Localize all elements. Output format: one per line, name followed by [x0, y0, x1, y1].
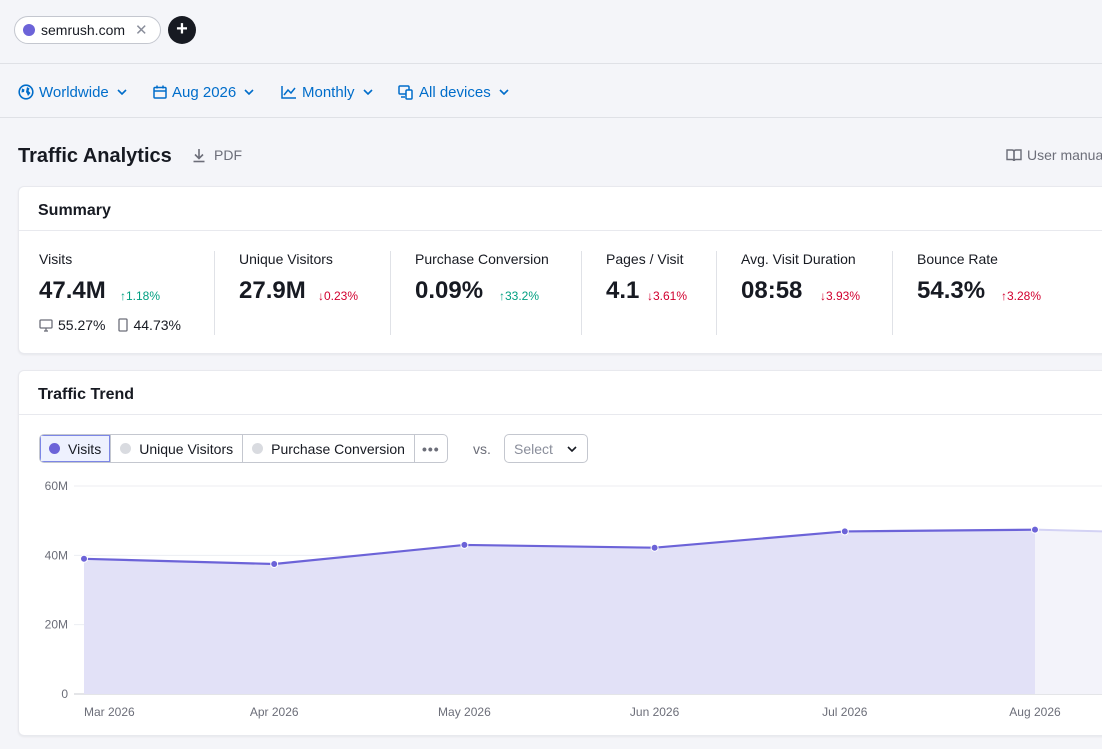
compare-select-label: Select	[514, 440, 553, 457]
mobile-share: 44.73%	[133, 317, 181, 333]
y-tick-label: 60M	[45, 479, 68, 493]
metric-label: Pages / Visit	[606, 251, 684, 267]
toggle-purchase-conversion[interactable]: Purchase Conversion	[243, 435, 415, 462]
data-point	[80, 554, 88, 563]
metric-delta: ↑33.2%	[499, 289, 540, 303]
data-point	[1031, 525, 1039, 534]
data-point	[840, 527, 849, 536]
user-manual-label: User manual	[1027, 147, 1102, 163]
series-line	[83, 528, 1036, 566]
page-title: Traffic Analytics	[18, 145, 172, 167]
y-tick-label: 0	[61, 687, 68, 701]
domain-color-dot	[23, 24, 35, 36]
close-icon[interactable]: ✕	[135, 21, 148, 39]
desktop-share: 55.27%	[58, 317, 106, 333]
metric-value: 54.3%	[917, 277, 986, 304]
y-tick-label: 40M	[45, 548, 68, 562]
metric-bounce-rate: Bounce Rate 54.3% ↑3.28%	[892, 251, 1092, 335]
summary-title: Summary	[19, 187, 1102, 231]
series-dot	[49, 443, 60, 454]
data-point	[270, 560, 279, 568]
projected-line	[1034, 528, 1102, 533]
x-tick-label: Jun 2026	[630, 705, 680, 719]
date-filter-label: Aug 2026	[172, 83, 237, 101]
data-point	[460, 540, 469, 549]
domain-chip[interactable]: semrush.com ✕	[14, 16, 161, 44]
metric-avg-visit-duration: Avg. Visit Duration 08:58 ↓3.93%	[716, 251, 892, 335]
devices-filter[interactable]: All devices	[398, 81, 509, 103]
pdf-export-button[interactable]: PDF	[192, 147, 242, 163]
date-filter[interactable]: Aug 2026	[153, 81, 254, 103]
metric-value: 0.09%	[415, 277, 484, 304]
metric-label: Visits	[39, 251, 73, 267]
x-tick-label: Jul 2026	[822, 705, 868, 719]
projected-area	[1035, 529, 1102, 694]
line-chart-icon	[281, 86, 296, 99]
globe-icon	[18, 84, 34, 100]
domain-chip-label: semrush.com	[41, 22, 126, 38]
x-tick-label: Aug 2026	[1009, 705, 1061, 719]
metric-delta: ↑3.28%	[1001, 289, 1042, 303]
chevron-down-icon	[362, 89, 373, 95]
metric-delta: ↓0.23%	[318, 289, 359, 303]
x-tick-label: Mar 2026	[84, 705, 135, 719]
metric-label: Unique Visitors	[239, 251, 333, 267]
chevron-down-icon	[244, 89, 254, 95]
metric-value: 08:58	[741, 277, 803, 304]
toggle-label: Unique Visitors	[139, 440, 234, 457]
user-manual-link[interactable]: User manual	[1006, 147, 1102, 163]
domain-bar: semrush.com ✕ +	[0, 0, 1102, 64]
metric-value: 4.1	[606, 277, 640, 304]
book-icon	[1006, 149, 1022, 162]
metric-label: Purchase Conversion	[415, 251, 549, 267]
traffic-trend-title: Traffic Trend	[19, 371, 1102, 415]
data-point	[650, 543, 659, 552]
add-domain-button[interactable]: +	[168, 16, 196, 44]
toggle-label: Purchase Conversion	[271, 440, 405, 457]
toggle-unique-visitors[interactable]: Unique Visitors	[111, 435, 244, 462]
y-tick-label: 20M	[45, 618, 68, 632]
more-metrics-button[interactable]: •••	[421, 440, 440, 457]
x-tick-label: May 2026	[438, 705, 491, 719]
chevron-down-icon	[567, 445, 577, 452]
metric-visits: Visits 47.4M ↑1.18% 55.27% 44.73%	[19, 251, 214, 335]
metric-purchase-conversion: Purchase Conversion 0.09% ↑33.2%	[390, 251, 581, 335]
region-filter[interactable]: Worldwide	[18, 81, 127, 103]
metric-label: Avg. Visit Duration	[741, 251, 856, 267]
metric-delta: ↑1.18%	[120, 289, 161, 303]
mobile-icon	[118, 318, 129, 332]
granularity-filter-label: Monthly	[302, 83, 355, 101]
summary-card: Summary Visits 47.4M ↑1.18% 55.27% 44.73…	[18, 186, 1102, 354]
traffic-trend-chart: 0 20M 40M 60M Mar 2026 Apr 2026 May 2026 Jun 20…	[45, 479, 1102, 719]
devices-icon	[398, 84, 413, 100]
metric-unique-visitors: Unique Visitors 27.9M ↓0.23%	[214, 251, 390, 335]
desktop-icon	[39, 318, 53, 332]
metric-value: 27.9M	[239, 277, 306, 304]
vs-label: vs.	[473, 441, 491, 457]
calendar-icon	[153, 85, 167, 99]
filter-bar: Worldwide Aug 2026 Monthly All devices	[0, 65, 1102, 118]
devices-filter-label: All devices	[419, 83, 491, 101]
metric-pages-per-visit: Pages / Visit 4.1 ↓3.61%	[581, 251, 716, 335]
series-dot	[252, 443, 264, 454]
toggle-label: Visits	[68, 440, 102, 457]
region-filter-label: Worldwide	[39, 83, 109, 101]
metric-toggle-group: Visits Unique Visitors Purchase Conversi…	[39, 434, 448, 463]
metric-label: Bounce Rate	[917, 251, 998, 267]
metric-delta: ↓3.61%	[647, 289, 688, 303]
series-dot	[120, 443, 132, 454]
download-icon	[193, 148, 205, 162]
chevron-down-icon	[499, 89, 509, 95]
toggle-visits[interactable]: Visits	[40, 435, 112, 462]
pdf-export-label: PDF	[214, 147, 242, 163]
x-tick-label: Apr 2026	[250, 705, 299, 719]
device-split: 55.27% 44.73%	[39, 317, 181, 333]
compare-select[interactable]: Select	[504, 434, 588, 463]
granularity-filter[interactable]: Monthly	[281, 81, 373, 103]
chevron-down-icon	[117, 89, 127, 95]
metric-delta: ↓3.93%	[820, 289, 861, 303]
series-area	[84, 529, 1035, 694]
metric-value: 47.4M	[39, 277, 106, 304]
